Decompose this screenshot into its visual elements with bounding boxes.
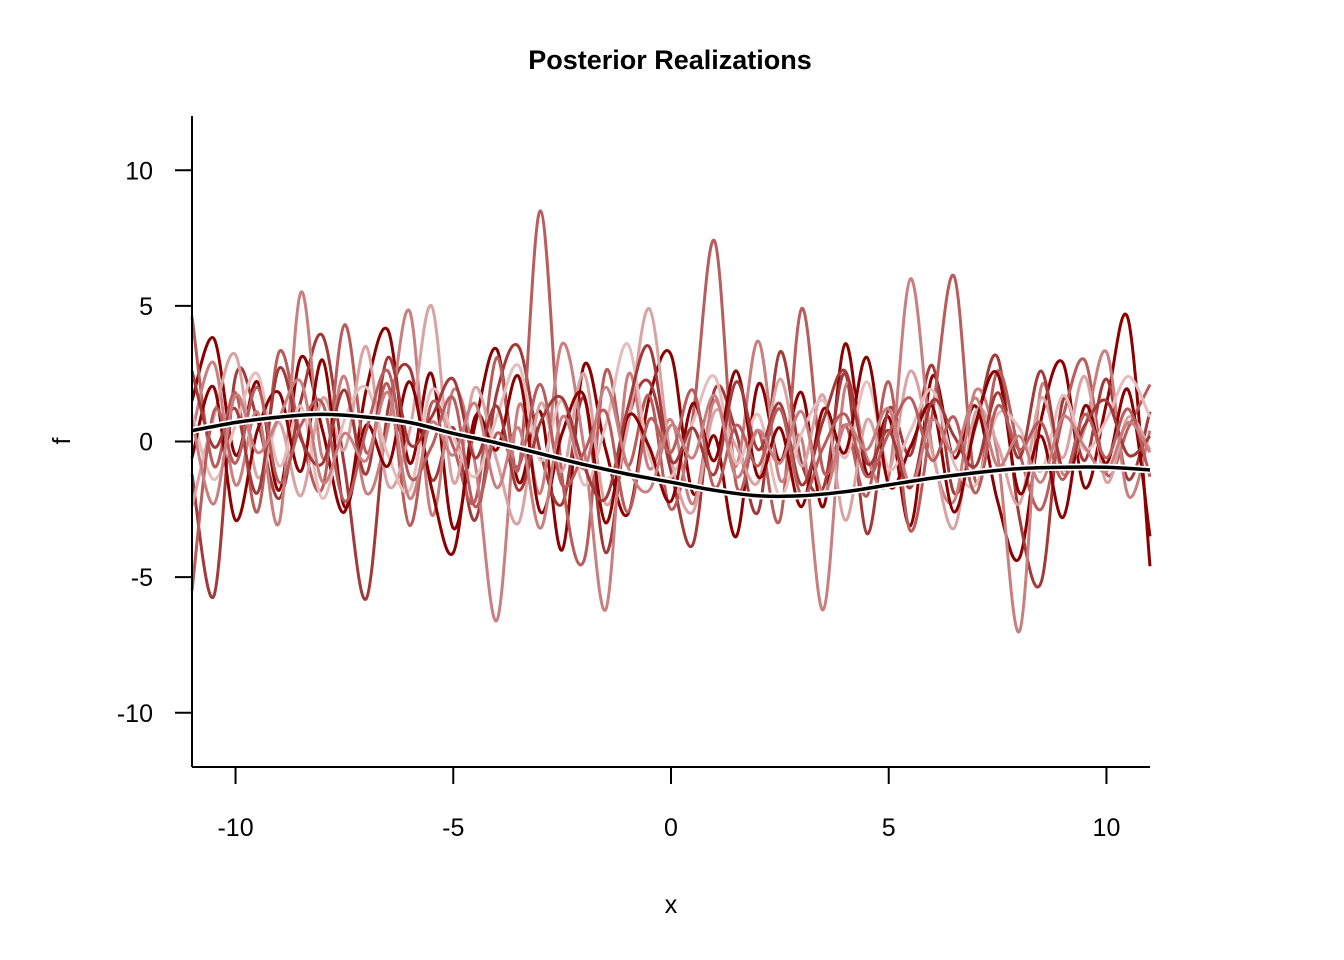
- x-tick-label: 5: [882, 814, 896, 842]
- y-tick-label: -10: [117, 700, 153, 728]
- y-tick-label: 5: [139, 293, 153, 321]
- x-axis-label: x: [665, 891, 678, 919]
- x-tick-label: 10: [1093, 814, 1121, 842]
- posterior-mean-line: [191, 412, 1151, 499]
- realization-line-10: [190, 378, 1152, 530]
- y-axis-label: f: [48, 437, 76, 444]
- chart-title: Posterior Realizations: [528, 45, 812, 75]
- realization-line-3: [190, 209, 1152, 567]
- y-tick-label: 10: [125, 157, 153, 185]
- plot-lines: [190, 209, 1152, 634]
- x-tick-label: -10: [217, 814, 253, 842]
- y-tick-label: 0: [139, 429, 153, 457]
- realization-line-7: [190, 355, 1152, 557]
- x-ticks: -10 -5 0 5 10: [217, 767, 1120, 842]
- realization-line-4: [190, 277, 1152, 634]
- y-ticks: -10 -5 0 5 10: [117, 157, 192, 728]
- x-tick-label: 0: [664, 814, 678, 842]
- realization-line-5: [190, 304, 1152, 531]
- x-tick-label: -5: [442, 814, 464, 842]
- realization-line-9: [190, 368, 1152, 591]
- realization-line-6: [190, 342, 1152, 501]
- realization-line-8: [190, 344, 1152, 503]
- y-tick-label: -5: [131, 564, 153, 592]
